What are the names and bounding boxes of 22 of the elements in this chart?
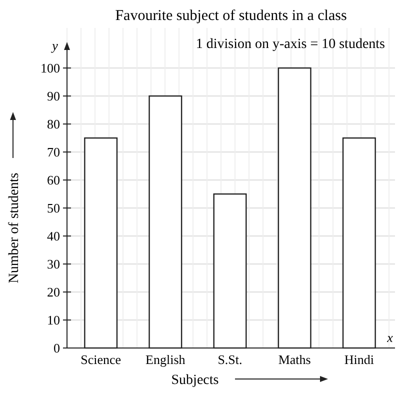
y-tick-label: 60 xyxy=(47,172,60,188)
x-tick-label: Hindi xyxy=(344,352,374,367)
y-tick-label: 70 xyxy=(47,144,60,160)
y-tick-label: 50 xyxy=(47,200,60,216)
y-tick-label: 100 xyxy=(40,60,60,76)
chart-title: Favourite subject of students in a class xyxy=(115,8,347,24)
x-tick-label: Maths xyxy=(278,352,311,367)
y-tick-label: 20 xyxy=(47,284,60,300)
y-tick-label: 10 xyxy=(47,312,60,328)
x-axis-title: Subjects xyxy=(171,373,219,388)
y-tick-label: 90 xyxy=(47,88,60,104)
y-tick-label: 40 xyxy=(47,228,60,244)
x-tick-label: English xyxy=(146,352,186,367)
x-tick-label: Science xyxy=(80,352,122,367)
y-axis-title: Number of students xyxy=(7,172,22,284)
text: 1 division on y-axis = 10 students xyxy=(196,37,385,52)
y-tick-label: 0 xyxy=(54,340,60,356)
annotation: x xyxy=(386,330,394,345)
y-tick-label: 30 xyxy=(47,256,60,272)
text: y xyxy=(50,38,58,53)
x-tick-label: S.St. xyxy=(218,352,242,367)
y-tick-label: 80 xyxy=(47,116,60,132)
